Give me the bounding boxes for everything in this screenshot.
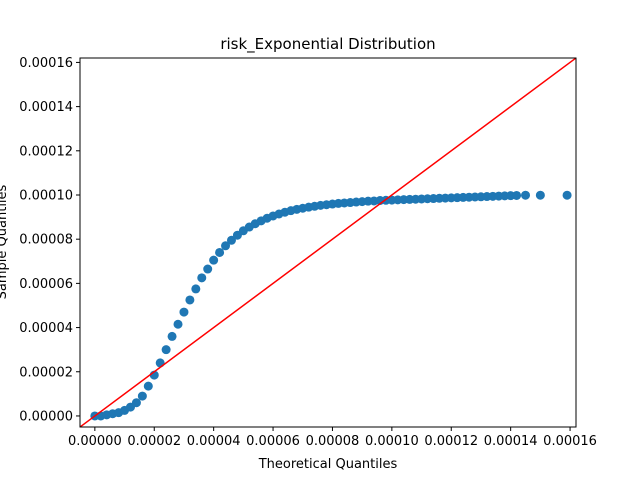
y-tick-label: 0.00014: [19, 100, 73, 115]
plot-area: [80, 58, 576, 427]
x-tick-label: 0.00014: [484, 434, 538, 449]
data-point: [512, 190, 522, 200]
data-point: [143, 381, 153, 391]
y-tick-label: 0.00006: [19, 277, 73, 292]
plot-frame: [79, 57, 577, 428]
data-point: [215, 247, 225, 257]
data-point: [562, 190, 572, 200]
data-point: [137, 391, 147, 401]
x-axis-label: Theoretical Quantiles: [258, 457, 398, 472]
data-point: [203, 264, 213, 274]
data-point: [535, 190, 545, 200]
data-point: [179, 307, 189, 317]
data-point: [209, 255, 219, 265]
data-point: [173, 319, 183, 329]
y-axis-label: Sample Quantiles: [0, 184, 10, 299]
y-tick-label: 0.00002: [19, 365, 73, 380]
x-tick-label: 0.00016: [543, 434, 597, 449]
y-tick-label: 0.00016: [19, 56, 73, 71]
x-tick-label: 0.00004: [187, 434, 241, 449]
x-tick-label: 0.00008: [306, 434, 360, 449]
reference-line: [80, 58, 576, 427]
data-point: [167, 331, 177, 341]
x-tick-label: 0.00012: [424, 434, 478, 449]
x-tick-label: 0.00010: [365, 434, 419, 449]
chart-title: risk_Exponential Distribution: [220, 35, 435, 54]
data-point: [197, 273, 207, 283]
x-tick-label: 0.00006: [246, 434, 300, 449]
data-point: [221, 241, 231, 251]
data-point: [226, 235, 236, 245]
y-tick-label: 0.00004: [19, 321, 73, 336]
x-tick-label: 0.00002: [127, 434, 181, 449]
y-tick-label: 0.00012: [19, 144, 73, 159]
data-point: [185, 295, 195, 305]
axis-ticks: 0.00000 0.00002 0.00004 0.00006 0.00008 0.000…: [19, 56, 597, 449]
y-tick-label: 0.00008: [19, 233, 73, 248]
data-point: [155, 358, 165, 368]
x-tick-label: 0.00000: [68, 434, 122, 449]
y-tick-label: 0.00000: [19, 409, 73, 424]
data-point: [521, 190, 531, 200]
y-tick-label: 0.00010: [19, 188, 73, 203]
data-point: [191, 284, 201, 294]
data-point: [161, 345, 171, 355]
data-point: [131, 398, 141, 408]
